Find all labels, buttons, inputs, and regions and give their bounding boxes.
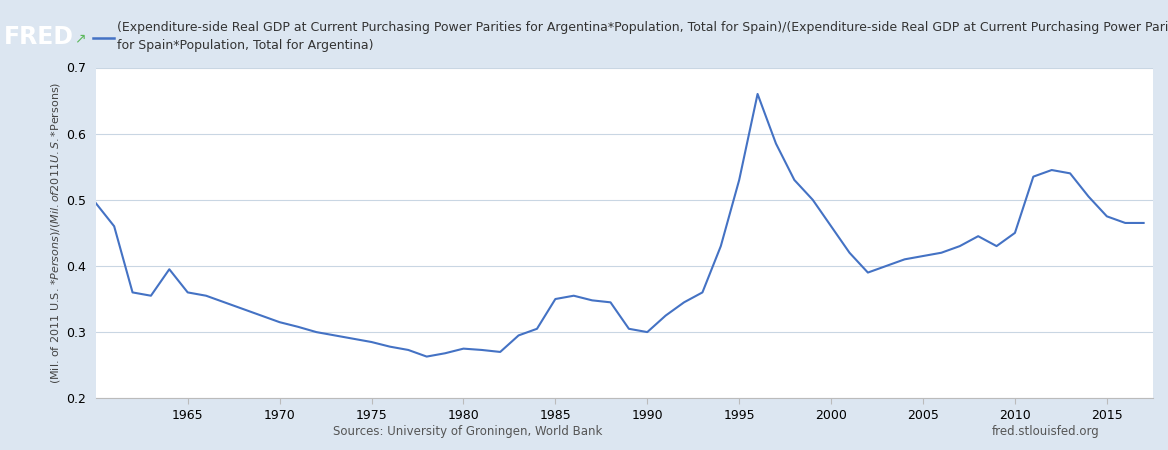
Text: Sources: University of Groningen, World Bank: Sources: University of Groningen, World … bbox=[333, 425, 602, 437]
Text: (Expenditure-side Real GDP at Current Purchasing Power Parities for Argentina*Po: (Expenditure-side Real GDP at Current Pu… bbox=[117, 21, 1168, 33]
Text: for Spain*Population, Total for Argentina): for Spain*Population, Total for Argentin… bbox=[117, 39, 374, 51]
Y-axis label: (Mil. of 2011 U.S. $*Persons)/(Mil. of 2011 U.S. $*Persons): (Mil. of 2011 U.S. $*Persons)/(Mil. of 2… bbox=[49, 82, 62, 384]
Text: ↗: ↗ bbox=[74, 31, 85, 45]
Text: FRED: FRED bbox=[4, 25, 74, 49]
Text: fred.stlouisfed.org: fred.stlouisfed.org bbox=[992, 425, 1099, 437]
